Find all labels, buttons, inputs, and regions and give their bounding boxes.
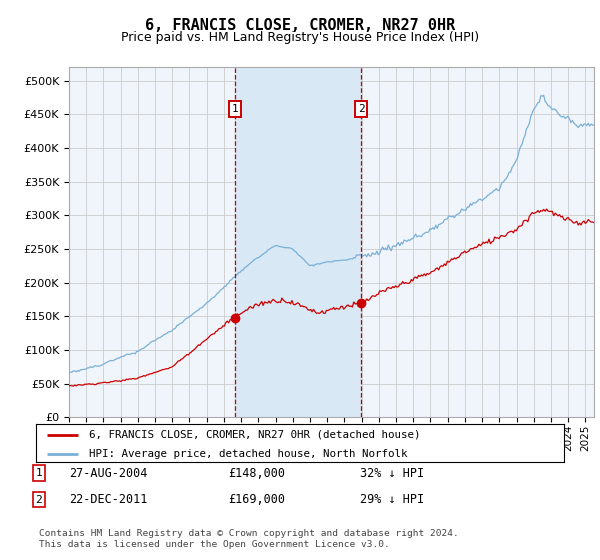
Text: 2: 2 <box>358 104 365 114</box>
Text: 29% ↓ HPI: 29% ↓ HPI <box>360 493 424 506</box>
Text: 32% ↓ HPI: 32% ↓ HPI <box>360 466 424 480</box>
Text: 6, FRANCIS CLOSE, CROMER, NR27 0HR (detached house): 6, FRANCIS CLOSE, CROMER, NR27 0HR (deta… <box>89 430 420 440</box>
Text: £169,000: £169,000 <box>228 493 285 506</box>
Text: 1: 1 <box>232 104 238 114</box>
Text: 2: 2 <box>35 494 43 505</box>
Text: £148,000: £148,000 <box>228 466 285 480</box>
Text: 6, FRANCIS CLOSE, CROMER, NR27 0HR: 6, FRANCIS CLOSE, CROMER, NR27 0HR <box>145 18 455 33</box>
Text: 27-AUG-2004: 27-AUG-2004 <box>69 466 148 480</box>
Text: HPI: Average price, detached house, North Norfolk: HPI: Average price, detached house, Nort… <box>89 449 407 459</box>
Text: Price paid vs. HM Land Registry's House Price Index (HPI): Price paid vs. HM Land Registry's House … <box>121 31 479 44</box>
Text: Contains HM Land Registry data © Crown copyright and database right 2024.
This d: Contains HM Land Registry data © Crown c… <box>39 529 459 549</box>
Text: 22-DEC-2011: 22-DEC-2011 <box>69 493 148 506</box>
Text: 1: 1 <box>35 468 43 478</box>
Bar <box>235 67 361 417</box>
